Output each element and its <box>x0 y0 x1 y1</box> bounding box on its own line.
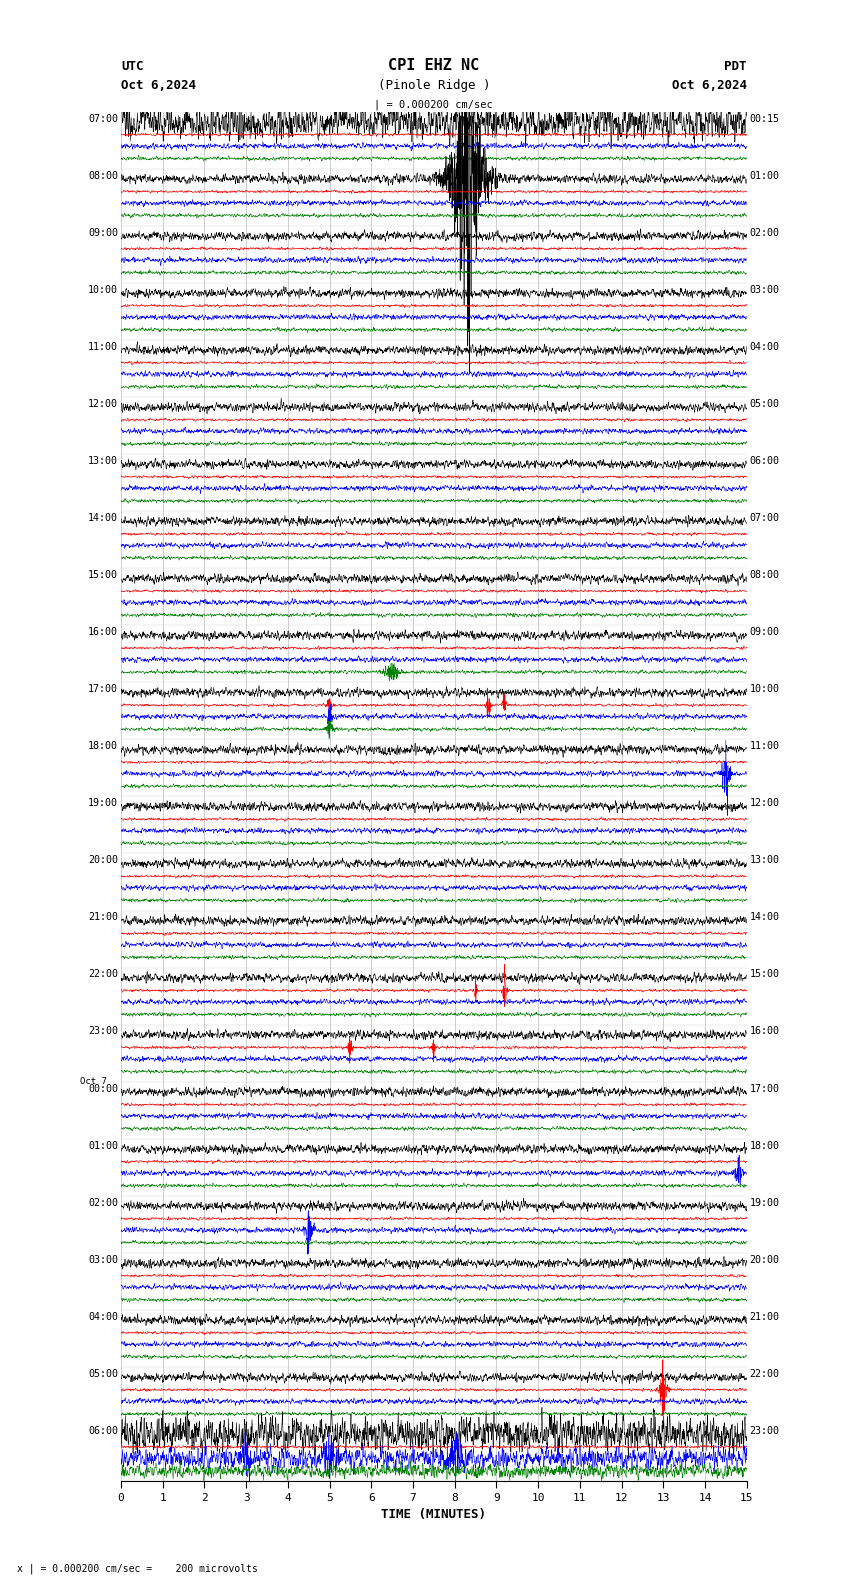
Text: PDT: PDT <box>724 60 746 73</box>
Text: Oct 7: Oct 7 <box>80 1077 106 1085</box>
X-axis label: TIME (MINUTES): TIME (MINUTES) <box>382 1508 486 1522</box>
Text: 03:00: 03:00 <box>750 285 779 295</box>
Text: 04:00: 04:00 <box>88 1312 118 1321</box>
Text: 12:00: 12:00 <box>88 399 118 409</box>
Text: 21:00: 21:00 <box>88 912 118 922</box>
Text: 07:00: 07:00 <box>750 513 779 523</box>
Text: 12:00: 12:00 <box>750 798 779 808</box>
Text: 18:00: 18:00 <box>750 1140 779 1150</box>
Text: | = 0.000200 cm/sec: | = 0.000200 cm/sec <box>375 100 493 111</box>
Text: 18:00: 18:00 <box>88 741 118 751</box>
Text: (Pinole Ridge ): (Pinole Ridge ) <box>377 79 490 92</box>
Text: 01:00: 01:00 <box>750 171 779 181</box>
Text: 20:00: 20:00 <box>750 1255 779 1264</box>
Text: 13:00: 13:00 <box>750 855 779 865</box>
Text: 21:00: 21:00 <box>750 1312 779 1321</box>
Text: 15:00: 15:00 <box>88 570 118 580</box>
Text: 16:00: 16:00 <box>750 1026 779 1036</box>
Text: 00:15: 00:15 <box>750 114 779 124</box>
Text: 15:00: 15:00 <box>750 969 779 979</box>
Text: 02:00: 02:00 <box>750 228 779 238</box>
Text: 16:00: 16:00 <box>88 627 118 637</box>
Text: 20:00: 20:00 <box>88 855 118 865</box>
Text: 19:00: 19:00 <box>750 1198 779 1207</box>
Text: 10:00: 10:00 <box>750 684 779 694</box>
Text: 08:00: 08:00 <box>88 171 118 181</box>
Text: 09:00: 09:00 <box>750 627 779 637</box>
Text: 17:00: 17:00 <box>750 1083 779 1093</box>
Text: Oct 6,2024: Oct 6,2024 <box>121 79 196 92</box>
Text: 23:00: 23:00 <box>88 1026 118 1036</box>
Text: 23:00: 23:00 <box>750 1426 779 1437</box>
Text: 10:00: 10:00 <box>88 285 118 295</box>
Text: 14:00: 14:00 <box>750 912 779 922</box>
Text: UTC: UTC <box>121 60 144 73</box>
Text: 06:00: 06:00 <box>750 456 779 466</box>
Text: 05:00: 05:00 <box>88 1369 118 1378</box>
Text: 05:00: 05:00 <box>750 399 779 409</box>
Text: x | = 0.000200 cm/sec =    200 microvolts: x | = 0.000200 cm/sec = 200 microvolts <box>17 1563 258 1574</box>
Text: 19:00: 19:00 <box>88 798 118 808</box>
Text: 07:00: 07:00 <box>88 114 118 124</box>
Text: 13:00: 13:00 <box>88 456 118 466</box>
Text: 22:00: 22:00 <box>88 969 118 979</box>
Text: 09:00: 09:00 <box>88 228 118 238</box>
Text: 11:00: 11:00 <box>750 741 779 751</box>
Text: 06:00: 06:00 <box>88 1426 118 1437</box>
Text: 03:00: 03:00 <box>88 1255 118 1264</box>
Text: 22:00: 22:00 <box>750 1369 779 1378</box>
Text: 02:00: 02:00 <box>88 1198 118 1207</box>
Text: 01:00: 01:00 <box>88 1140 118 1150</box>
Text: CPI EHZ NC: CPI EHZ NC <box>388 59 479 73</box>
Text: 14:00: 14:00 <box>88 513 118 523</box>
Text: 00:00: 00:00 <box>88 1083 118 1093</box>
Text: 17:00: 17:00 <box>88 684 118 694</box>
Text: 04:00: 04:00 <box>750 342 779 352</box>
Text: Oct 6,2024: Oct 6,2024 <box>672 79 746 92</box>
Text: 11:00: 11:00 <box>88 342 118 352</box>
Text: 08:00: 08:00 <box>750 570 779 580</box>
